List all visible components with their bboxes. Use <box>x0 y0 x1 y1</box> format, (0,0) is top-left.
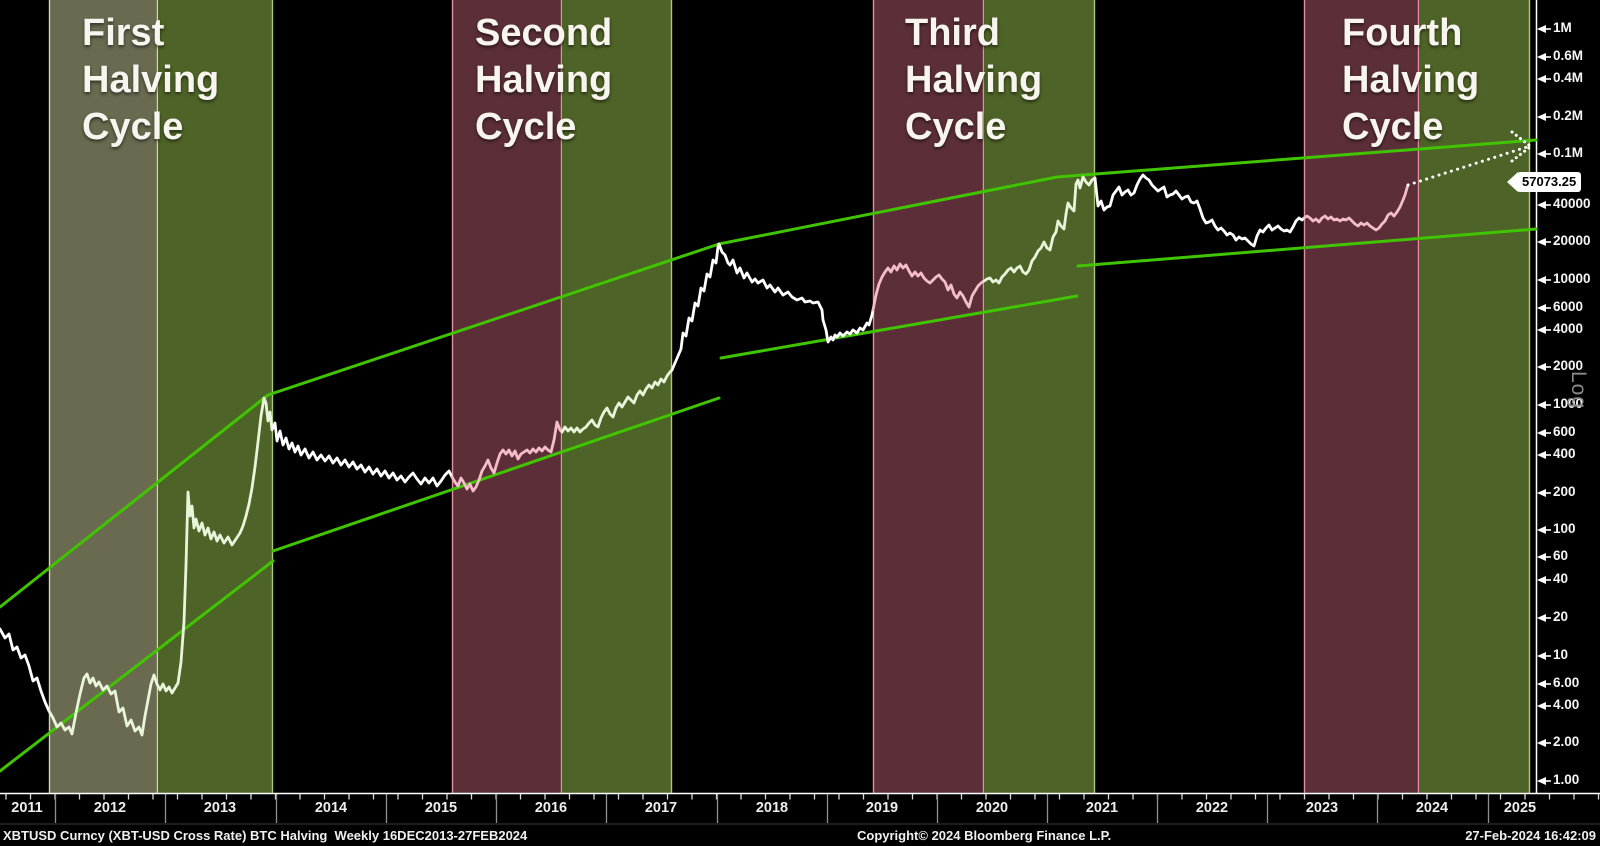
cycle-label-line: Second <box>475 12 613 54</box>
y-tick-label-200: 200 <box>1553 484 1576 499</box>
year-label-2014: 2014 <box>314 800 348 816</box>
cycle-label-line: Cycle <box>82 106 184 148</box>
y-tick-label-400: 400 <box>1553 446 1576 461</box>
year-label-2011: 2011 <box>11 800 43 816</box>
cycle-label-line: Halving <box>475 59 613 101</box>
y-tick-label-40: 40 <box>1553 571 1569 586</box>
y-tick-label-10000: 10000 <box>1553 271 1591 286</box>
cycle-label-line: Halving <box>905 59 1043 101</box>
year-label-2025: 2025 <box>1503 800 1537 816</box>
cycle-label-line: Cycle <box>1342 106 1444 148</box>
security-description: XBTUSD Curncy (XBT-USD Cross Rate) BTC H… <box>3 828 528 843</box>
y-tick-label-2.00: 2.00 <box>1553 734 1580 749</box>
last-price-value: 57073.25 <box>1517 172 1582 192</box>
y-tick-label-600: 600 <box>1553 424 1576 439</box>
y-tick-label-20000: 20000 <box>1553 233 1591 248</box>
year-label-2013: 2013 <box>203 800 237 816</box>
last-price-flag: 57073.25 <box>1507 172 1582 192</box>
y-tick-label-100: 100 <box>1553 521 1576 536</box>
year-label-2023: 2023 <box>1305 800 1339 816</box>
year-label-2015: 2015 <box>424 800 458 816</box>
y-tick-label-2000: 2000 <box>1553 358 1584 373</box>
year-label-2019: 2019 <box>865 800 899 816</box>
y-tick-label-20: 20 <box>1553 609 1569 624</box>
cycle-label-2: Second Halving Cycle <box>475 10 612 151</box>
cycle-label-line: Halving <box>82 59 220 101</box>
cycle-label-line: Cycle <box>475 106 577 148</box>
cycle-label-line: Fourth <box>1342 12 1463 54</box>
year-label-2018: 2018 <box>755 800 789 816</box>
y-tick-label-40000: 40000 <box>1553 196 1591 211</box>
cycle-label-1: First Halving Cycle <box>82 10 219 151</box>
y-tick-label-0.2M: 0.2M <box>1553 108 1584 123</box>
y-tick-label-6000: 6000 <box>1553 299 1584 314</box>
year-label-2020: 2020 <box>975 800 1009 816</box>
y-tick-label-6.00: 6.00 <box>1553 675 1580 690</box>
year-label-2021: 2021 <box>1085 800 1119 816</box>
year-label-2022: 2022 <box>1195 800 1229 816</box>
y-tick-label-0.1M: 0.1M <box>1553 145 1584 160</box>
y-tick-label-1M: 1M <box>1553 20 1572 35</box>
cycle-label-line: First <box>82 12 165 54</box>
cycle-label-3: Third Halving Cycle <box>905 10 1042 151</box>
copyright-notice: Copyright© 2024 Bloomberg Finance L.P. <box>857 828 1112 843</box>
year-label-2024: 2024 <box>1415 800 1449 816</box>
y-tick-label-4000: 4000 <box>1553 321 1584 336</box>
price-flag-arrow-icon <box>1507 172 1518 192</box>
cycle-label-4: Fourth Halving Cycle <box>1342 10 1479 151</box>
y-tick-label-0.4M: 0.4M <box>1553 70 1584 85</box>
y-tick-label-60: 60 <box>1553 548 1569 563</box>
cycle-label-line: Cycle <box>905 106 1007 148</box>
log-scale-label: Log <box>1567 371 1590 410</box>
cycle-label-line: Third <box>905 12 1000 54</box>
y-tick-label-0.6M: 0.6M <box>1553 48 1584 63</box>
y-tick-label-10: 10 <box>1553 647 1569 662</box>
timestamp: 27-Feb-2024 16:42:09 <box>1465 828 1596 843</box>
year-label-2017: 2017 <box>644 800 678 816</box>
cycle-label-line: Halving <box>1342 59 1480 101</box>
y-tick-label-1.00: 1.00 <box>1553 772 1580 787</box>
year-label-2012: 2012 <box>93 800 127 816</box>
y-tick-label-1000: 1000 <box>1553 396 1584 411</box>
y-tick-label-4.00: 4.00 <box>1553 697 1580 712</box>
year-label-2016: 2016 <box>534 800 568 816</box>
